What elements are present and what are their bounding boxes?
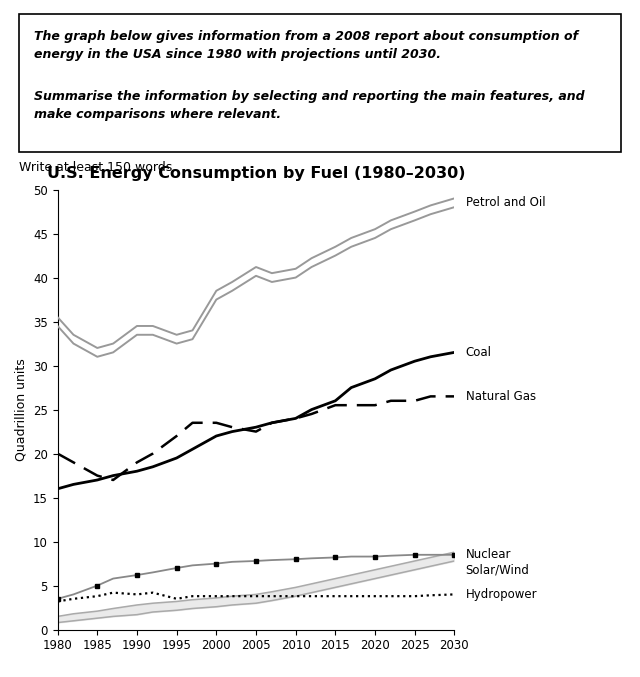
Text: Write at least 150 words.: Write at least 150 words. bbox=[19, 161, 177, 174]
Text: Coal: Coal bbox=[465, 346, 492, 359]
Text: Natural Gas: Natural Gas bbox=[465, 390, 536, 403]
Text: The graph below gives information from a 2008 report about consumption of
energy: The graph below gives information from a… bbox=[34, 30, 579, 61]
Y-axis label: Quadrillion units: Quadrillion units bbox=[15, 358, 28, 461]
Text: Petrol and Oil: Petrol and Oil bbox=[465, 196, 545, 209]
Text: Summarise the information by selecting and reporting the main features, and
make: Summarise the information by selecting a… bbox=[34, 90, 585, 121]
FancyBboxPatch shape bbox=[19, 14, 621, 152]
Title: U.S. Energy Consumption by Fuel (1980–2030): U.S. Energy Consumption by Fuel (1980–20… bbox=[47, 167, 465, 181]
Text: Solar/Wind: Solar/Wind bbox=[465, 563, 529, 576]
Text: Hydropower: Hydropower bbox=[465, 588, 537, 601]
Text: Nuclear: Nuclear bbox=[465, 548, 511, 561]
